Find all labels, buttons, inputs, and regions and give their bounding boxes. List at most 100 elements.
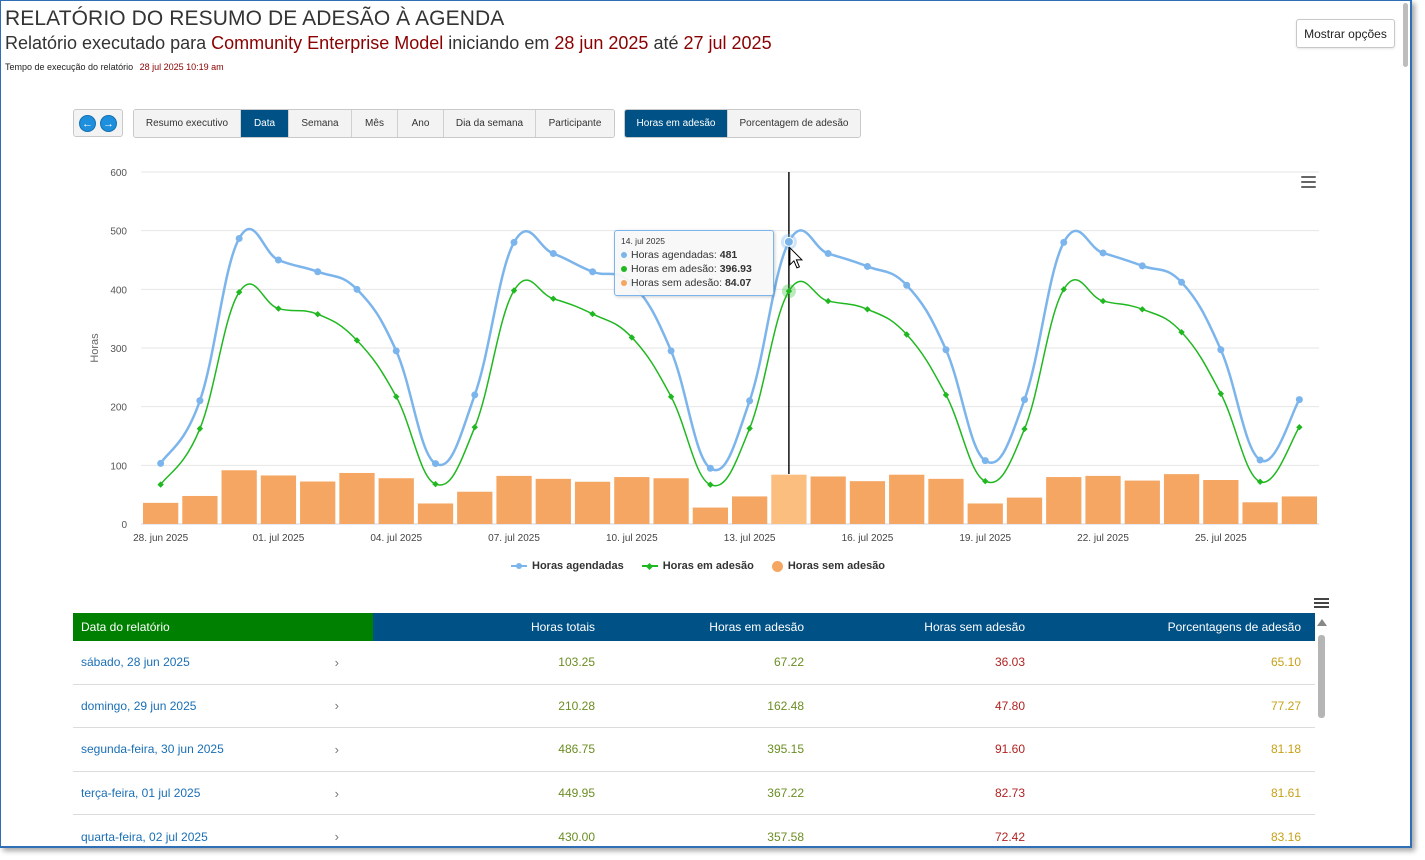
x-tick-label: 10. jul 2025 (606, 533, 658, 544)
view-tab-weekday[interactable]: Dia da semana (444, 110, 536, 137)
point-scheduled (471, 391, 479, 399)
chevron-right-icon[interactable]: › (334, 785, 339, 801)
bar-non-adherence (653, 478, 689, 524)
table-scrollbar-thumb[interactable] (1318, 635, 1325, 718)
row-date-link[interactable]: domingo, 29 jun 2025 › (73, 698, 373, 713)
y-tick-label: 500 (110, 227, 127, 238)
legend-item-adherence[interactable]: Horas em adesão (641, 560, 754, 572)
header-adherence-percentage[interactable]: Porcentagens de adesão (1167, 620, 1301, 634)
page-scrollbar-thumb[interactable] (1403, 3, 1408, 67)
view-tab-date[interactable]: Data (241, 110, 289, 137)
y-tick-label: 0 (121, 520, 127, 531)
x-tick-label: 01. jul 2025 (253, 533, 305, 544)
bar-non-adherence (574, 481, 611, 524)
point-scheduled (903, 281, 911, 289)
tooltip-scheduled-marker (621, 252, 627, 259)
header-adherence-hours[interactable]: Horas em adesão (709, 620, 804, 634)
point-scheduled (667, 347, 675, 355)
bar-non-adherence (1242, 502, 1278, 524)
view-tab-executive-summary[interactable]: Resumo executivo (134, 110, 241, 137)
legend-scheduled-symbol (511, 563, 527, 569)
row-adherence-hours: 357.58 (767, 829, 804, 844)
chart-tooltip: 14. jul 2025 Horas agendadas: 481 Horas … (614, 230, 774, 296)
point-scheduled (863, 262, 871, 270)
page-scrollbar[interactable] (1401, 1, 1410, 71)
row-date[interactable]: sábado, 28 jun 2025 (81, 655, 190, 670)
table-row[interactable]: segunda-feira, 30 jun 2025 › 486.75 395.15 9… (73, 728, 1315, 772)
point-adherence (1256, 478, 1264, 485)
view-tab-year[interactable]: Ano (398, 110, 444, 137)
chevron-right-icon[interactable]: › (334, 741, 339, 757)
row-date[interactable]: domingo, 29 jun 2025 (81, 698, 197, 713)
tooltip-adherence-marker (621, 266, 627, 273)
chevron-right-icon[interactable]: › (334, 698, 339, 714)
chart-menu-icon[interactable] (1301, 176, 1316, 191)
point-scheduled (589, 268, 597, 276)
bar-non-adherence (889, 474, 925, 524)
row-date[interactable]: terça-feira, 01 jul 2025 (81, 786, 201, 801)
legend-item-scheduled[interactable]: Horas agendadas (511, 560, 624, 572)
row-date[interactable]: segunda-feira, 30 jun 2025 (81, 742, 224, 757)
table-row[interactable]: quarta-feira, 02 jul 2025 › 430.00 357.58 72… (73, 815, 1315, 846)
mouse-cursor-icon (789, 246, 804, 269)
point-adherence (196, 425, 204, 432)
row-date-link[interactable]: terça-feira, 01 jul 2025 › (73, 786, 373, 801)
point-adherence (1021, 425, 1028, 433)
bar-non-adherence (1203, 480, 1239, 524)
point-adherence (235, 288, 243, 296)
bar-non-adherence (417, 503, 454, 524)
view-tab-month[interactable]: Mês (352, 110, 398, 137)
subtitle-start-date: 28 jun 2025 (554, 33, 649, 53)
point-adherence (589, 310, 596, 318)
x-tick-label: 16. jul 2025 (842, 533, 894, 544)
view-tab-participant[interactable]: Participante (536, 110, 614, 137)
chevron-right-icon[interactable]: › (334, 829, 339, 845)
show-options-button[interactable]: Mostrar opções (1296, 19, 1395, 48)
row-date[interactable]: quarta-feira, 02 jul 2025 (81, 829, 208, 844)
subtitle-org: Community Enterprise Model (211, 33, 444, 53)
scroll-up-icon[interactable] (1317, 619, 1327, 626)
bar-non-adherence (457, 491, 493, 524)
point-adherence (393, 393, 400, 400)
point-adherence (1060, 286, 1067, 293)
point-adherence (942, 391, 950, 399)
arrow-right-icon[interactable]: → (100, 114, 117, 132)
point-scheduled (706, 464, 714, 472)
table-menu-icon[interactable] (1314, 598, 1329, 610)
point-scheduled (942, 346, 950, 354)
bar-non-adherence (1124, 480, 1160, 524)
table-row[interactable]: terça-feira, 01 jul 2025 › 449.95 367.22 82.… (73, 772, 1315, 816)
legend-adherence-symbol (641, 562, 658, 570)
chevron-right-icon[interactable]: › (334, 654, 339, 670)
bar-non-adherence (339, 472, 375, 524)
metric-tab-adherence-percentage[interactable]: Porcentagem de adesão (728, 110, 860, 137)
table-row[interactable]: domingo, 29 jun 2025 › 210.28 162.48 47.80 77… (73, 685, 1315, 729)
point-adherence (550, 295, 557, 302)
tooltip-scheduled-value: 481 (719, 249, 738, 261)
view-tab-week[interactable]: Semana (289, 110, 352, 137)
header-total-hours[interactable]: Horas totais (530, 620, 595, 634)
legend-item-non-adherence[interactable]: Horas sem adesão (771, 560, 885, 572)
point-adherence (314, 311, 321, 318)
row-total-hours: 210.28 (558, 698, 595, 713)
tooltip-adherence-value: 396.93 (719, 263, 752, 275)
header-non-adherence-hours[interactable]: Horas sem adesão (924, 620, 1025, 634)
x-tick-label: 13. jul 2025 (724, 533, 776, 544)
point-adherence (471, 424, 478, 431)
arrow-left-icon[interactable]: ← (79, 114, 96, 132)
row-date-link[interactable]: quarta-feira, 02 jul 2025 › (73, 829, 373, 844)
point-scheduled (981, 457, 989, 465)
metric-tab-hours-adherence[interactable]: Horas em adesão (625, 110, 728, 137)
header-report-date[interactable]: Data do relatório (73, 613, 373, 641)
row-total-hours: 430.00 (558, 829, 595, 844)
point-scheduled (432, 460, 439, 468)
point-scheduled (510, 238, 518, 246)
bar-non-adherence (1281, 496, 1317, 524)
table-row[interactable]: sábado, 28 jun 2025 › 103.25 67.22 36.03 65.1… (73, 641, 1315, 685)
point-scheduled (1099, 249, 1107, 257)
bar-non-adherence (771, 474, 807, 524)
row-date-link[interactable]: sábado, 28 jun 2025 › (73, 655, 373, 670)
adherence-chart[interactable]: 0 100 200 300 400 500 600 Horas 28. jun 2025 01. … (81, 161, 1326, 551)
table-scrollbar[interactable] (1316, 619, 1328, 846)
row-date-link[interactable]: segunda-feira, 30 jun 2025 › (73, 742, 373, 757)
